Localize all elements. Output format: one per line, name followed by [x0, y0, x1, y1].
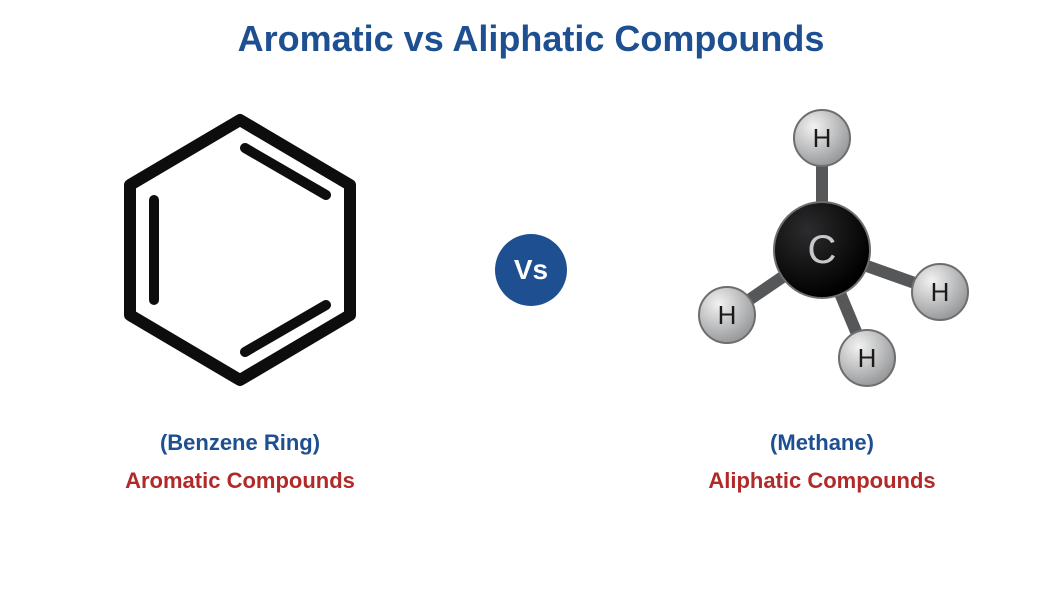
methane-subtitle: (Methane) — [622, 430, 1022, 456]
aliphatic-panel: H H H H C (Methane) Aliphatic Compounds — [622, 100, 1022, 494]
diagram-stage: (Benzene Ring) Aromatic Compounds Vs HHH… — [0, 70, 1062, 490]
methane-diagram: H H H H C — [672, 100, 972, 400]
svg-text:H: H — [813, 123, 832, 153]
svg-text:C: C — [808, 228, 837, 272]
page-title: Aromatic vs Aliphatic Compounds — [0, 0, 1062, 60]
benzene-ring-diagram — [90, 100, 390, 400]
svg-text:H: H — [858, 343, 877, 373]
aliphatic-category-label: Aliphatic Compounds — [622, 468, 1022, 494]
aromatic-panel: (Benzene Ring) Aromatic Compounds — [40, 100, 440, 494]
svg-text:H: H — [931, 277, 950, 307]
svg-text:H: H — [718, 300, 737, 330]
vs-badge: Vs — [495, 234, 567, 306]
aromatic-category-label: Aromatic Compounds — [40, 468, 440, 494]
benzene-subtitle: (Benzene Ring) — [40, 430, 440, 456]
